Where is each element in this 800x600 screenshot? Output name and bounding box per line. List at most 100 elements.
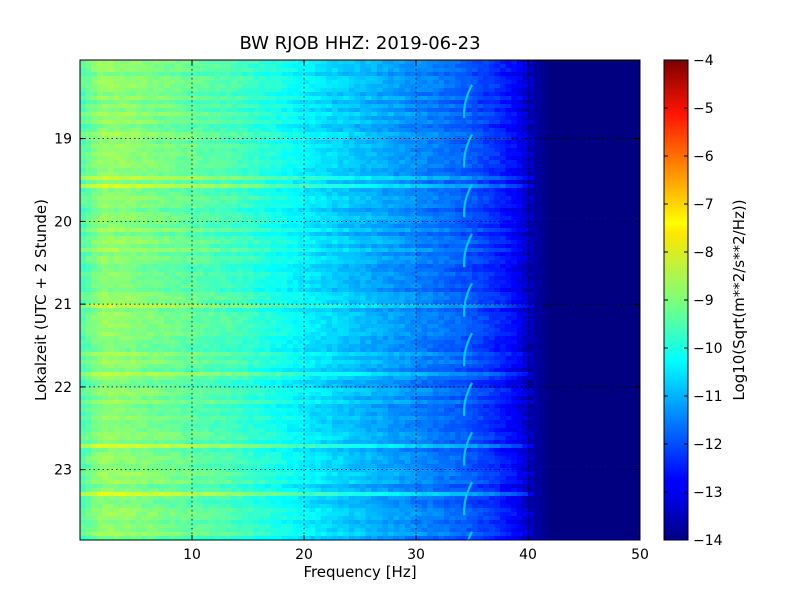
heatmap-cell [561, 176, 568, 181]
heatmap-cell [91, 184, 98, 189]
heatmap-cell [141, 88, 148, 93]
heatmap-cell [382, 148, 389, 153]
heatmap-cell [91, 224, 98, 229]
heatmap-cell [248, 172, 255, 177]
heatmap-cell [500, 80, 507, 85]
heatmap-cell [320, 164, 327, 169]
heatmap-cell [309, 188, 316, 193]
heatmap-cell [186, 140, 193, 145]
heatmap-cell [354, 192, 361, 197]
heatmap-cell [332, 172, 339, 177]
heatmap-cell [550, 192, 557, 197]
heatmap-cell [393, 152, 400, 157]
heatmap-cell [203, 108, 210, 113]
heatmap-cell [388, 132, 395, 137]
heatmap-cell [147, 60, 154, 65]
heatmap-cell [152, 120, 159, 125]
heatmap-cell [259, 240, 266, 245]
heatmap-cell [348, 220, 355, 225]
heatmap-cell [561, 188, 568, 193]
heatmap-cell [606, 212, 613, 217]
heatmap-cell [533, 216, 540, 221]
heatmap-cell [567, 164, 574, 169]
heatmap-cell [231, 220, 238, 225]
heatmap-cell [231, 184, 238, 189]
heatmap-cell [231, 224, 238, 229]
heatmap-cell [130, 116, 137, 121]
heatmap-cell [180, 128, 187, 133]
heatmap-cell [264, 76, 271, 81]
heatmap-cell [298, 224, 305, 229]
heatmap-cell [85, 112, 92, 117]
heatmap-cell [606, 148, 613, 153]
heatmap-cell [376, 100, 383, 105]
heatmap-cell [169, 92, 176, 97]
heatmap-cell [337, 84, 344, 89]
heatmap-cell [180, 72, 187, 77]
heatmap-cell [102, 88, 109, 93]
heatmap-cell [253, 180, 260, 185]
heatmap-cell [421, 208, 428, 213]
heatmap-cell [438, 256, 445, 261]
heatmap-cell [136, 160, 143, 165]
heatmap-cell [550, 92, 557, 97]
heatmap-cell [500, 188, 507, 193]
heatmap-cell [326, 148, 333, 153]
heatmap-cell [634, 144, 640, 149]
heatmap-cell [152, 160, 159, 165]
heatmap-cell [483, 220, 490, 225]
heatmap-cell [343, 248, 350, 253]
heatmap-cell [572, 216, 579, 221]
heatmap-cell [225, 156, 232, 161]
heatmap-cell [320, 232, 327, 237]
heatmap-cell [584, 84, 591, 89]
heatmap-cell [287, 76, 294, 81]
heatmap-cell [416, 188, 423, 193]
heatmap-cell [164, 212, 171, 217]
heatmap-cell [606, 188, 613, 193]
heatmap-cell [427, 248, 434, 253]
heatmap-cell [550, 208, 557, 213]
heatmap-cell [488, 208, 495, 213]
heatmap-cell [225, 140, 232, 145]
heatmap-cell [522, 148, 529, 153]
heatmap-cell [399, 120, 406, 125]
heatmap-cell [175, 84, 182, 89]
heatmap-cell [388, 84, 395, 89]
heatmap-cell [130, 128, 137, 133]
heatmap-cell [264, 188, 271, 193]
heatmap-cell [292, 64, 299, 69]
heatmap-cell [421, 116, 428, 121]
heatmap-cell [376, 160, 383, 165]
heatmap-cell [544, 160, 551, 165]
heatmap-cell [315, 232, 322, 237]
heatmap-cell [320, 128, 327, 133]
heatmap-cell [236, 152, 243, 157]
heatmap-cell [96, 84, 103, 89]
heatmap-cell [85, 192, 92, 197]
heatmap-cell [584, 68, 591, 73]
heatmap-cell [612, 188, 619, 193]
heatmap-cell [298, 220, 305, 225]
heatmap-cell [354, 156, 361, 161]
heatmap-cell [298, 80, 305, 85]
heatmap-cell [477, 196, 484, 201]
heatmap-cell [539, 148, 546, 153]
heatmap-cell [248, 256, 255, 261]
heatmap-cell [354, 140, 361, 145]
heatmap-cell [612, 200, 619, 205]
heatmap-cell [460, 224, 467, 229]
heatmap-cell [533, 96, 540, 101]
heatmap-cell [225, 120, 232, 125]
heatmap-cell [589, 252, 596, 257]
heatmap-cell [152, 68, 159, 73]
heatmap-cell [612, 120, 619, 125]
heatmap-cell [152, 204, 159, 209]
heatmap-cell [208, 176, 215, 181]
heatmap-cell [147, 168, 154, 173]
heatmap-cell [236, 68, 243, 73]
heatmap-cell [449, 80, 456, 85]
heatmap-cell [298, 252, 305, 257]
heatmap-cell [197, 168, 204, 173]
heatmap-cell [488, 96, 495, 101]
